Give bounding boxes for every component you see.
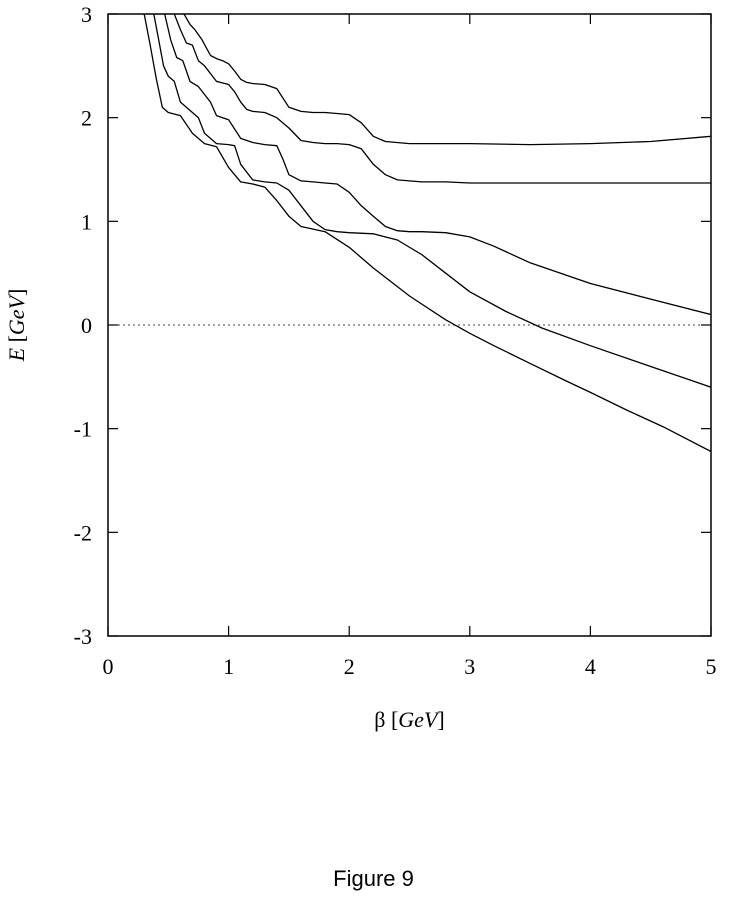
series-line-2 [153,14,711,388]
y-tick-label: 2 [81,106,92,131]
y-tick-label: -2 [74,520,92,545]
series-line-4 [173,14,711,184]
y-tick-label: 0 [81,313,92,338]
figure-caption: Figure 9 [333,866,414,891]
y-axis-label: E [GeV] [4,289,29,363]
series-line-1 [143,14,711,453]
y-tick-label: 1 [81,209,92,234]
x-axis-label: β [GeV] [374,707,444,732]
y-tick-label: -1 [74,417,92,442]
series-line-5 [183,14,711,146]
y-tick-label: 3 [81,2,92,27]
x-tick-label: 4 [585,654,596,679]
x-tick-label: 3 [464,654,475,679]
x-tick-label: 1 [223,654,234,679]
y-tick-label: -3 [74,624,92,649]
series-line-3 [164,14,711,316]
x-tick-label: 2 [344,654,355,679]
x-tick-label: 0 [103,654,114,679]
x-tick-label: 5 [706,654,717,679]
